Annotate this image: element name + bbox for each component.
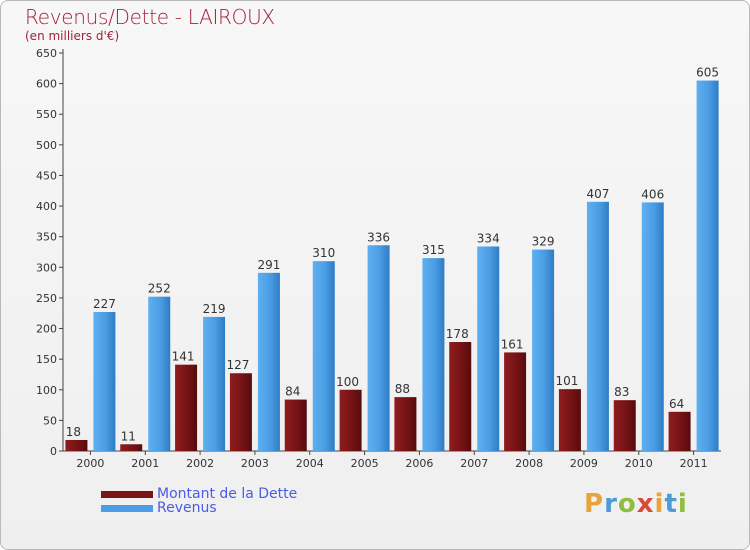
data-label-revenus: 605 [696, 66, 719, 80]
logo-letter: r [604, 489, 618, 519]
data-label-revenus: 315 [422, 243, 445, 257]
x-tick-label: 2009 [570, 457, 598, 470]
chart-subtitle: (en milliers d'€) [25, 29, 120, 43]
x-tick-label: 2007 [460, 457, 488, 470]
x-tick-label: 2005 [351, 457, 379, 470]
data-label-revenus: 291 [257, 258, 280, 272]
data-label-dette: 64 [669, 397, 684, 411]
y-tick-label: 350 [36, 231, 57, 244]
legend-label-dette: Montant de la Dette [157, 486, 298, 502]
data-label-dette: 100 [336, 375, 359, 389]
legend-item-dette: Montant de la Dette [101, 487, 297, 501]
bar-dette [668, 411, 691, 451]
bar-revenus [93, 312, 116, 451]
data-label-revenus: 334 [477, 231, 500, 245]
legend-swatch-revenus [101, 504, 153, 512]
bar-revenus [367, 245, 390, 451]
bar-revenus [422, 258, 445, 451]
logo-letter: x [636, 489, 655, 519]
x-tick-label: 2006 [405, 457, 433, 470]
legend-label-revenus: Revenus [157, 500, 217, 516]
data-label-revenus: 227 [93, 297, 116, 311]
bar-dette [558, 389, 581, 451]
bar-dette [504, 352, 527, 451]
bar-revenus [312, 261, 335, 451]
bar-revenus [148, 296, 171, 451]
x-tick-label: 2004 [296, 457, 324, 470]
y-tick-label: 0 [50, 445, 57, 458]
bar-dette [284, 399, 307, 451]
logo-letter: o [617, 489, 637, 519]
y-tick-label: 300 [36, 261, 57, 274]
bar-revenus [257, 272, 280, 451]
bar-dette [339, 389, 362, 451]
bar-revenus [696, 80, 719, 452]
y-tick-label: 650 [36, 47, 57, 60]
x-tick-label: 2002 [186, 457, 214, 470]
data-label-dette: 11 [121, 429, 136, 443]
x-tick-label: 2008 [515, 457, 543, 470]
y-tick-label: 100 [36, 384, 57, 397]
bar-revenus [641, 202, 664, 451]
bar-dette [175, 364, 198, 451]
data-label-revenus: 336 [367, 230, 390, 244]
y-tick-label: 400 [36, 200, 57, 213]
data-label-revenus: 406 [641, 187, 664, 201]
data-label-revenus: 219 [203, 302, 226, 316]
bar-dette [394, 397, 417, 451]
logo-letter: i [677, 489, 688, 519]
data-label-dette: 127 [226, 358, 249, 372]
legend: Montant de la Dette Revenus [101, 487, 297, 515]
y-tick-label: 600 [36, 78, 57, 91]
data-label-dette: 101 [555, 374, 578, 388]
y-tick-label: 250 [36, 292, 57, 305]
x-tick-label: 2001 [131, 457, 159, 470]
bar-revenus [477, 246, 500, 451]
proxiti-logo: Proxiti [584, 489, 688, 519]
legend-swatch-dette [101, 490, 153, 498]
data-label-revenus: 329 [532, 235, 555, 249]
y-tick-label: 550 [36, 108, 57, 121]
logo-letter: i [654, 489, 665, 519]
data-label-dette: 83 [614, 385, 629, 399]
bar-revenus [532, 249, 555, 451]
x-tick-label: 2000 [76, 457, 104, 470]
bar-dette [613, 400, 636, 451]
data-label-dette: 161 [501, 337, 524, 351]
y-tick-label: 150 [36, 353, 57, 366]
bar-revenus [586, 201, 609, 451]
bar-revenus [203, 316, 226, 451]
data-label-revenus: 252 [148, 282, 171, 296]
data-label-dette: 178 [446, 327, 469, 341]
data-label-revenus: 407 [586, 187, 609, 201]
x-tick-label: 2010 [625, 457, 653, 470]
logo-letter: t [664, 489, 678, 519]
legend-item-revenus: Revenus [101, 501, 297, 515]
x-tick-label: 2003 [241, 457, 269, 470]
x-tick-label: 2011 [680, 457, 708, 470]
data-label-dette: 88 [395, 382, 410, 396]
data-label-dette: 84 [285, 385, 300, 399]
bar-dette [65, 439, 88, 451]
bar-dette [120, 444, 143, 451]
data-label-revenus: 310 [312, 246, 335, 260]
y-tick-label: 50 [43, 414, 57, 427]
logo-letter: P [584, 489, 605, 519]
y-tick-label: 200 [36, 323, 57, 336]
bar-dette [449, 342, 472, 451]
chart-title: Revenus/Dette - LAIROUX [25, 5, 275, 29]
bar-dette [229, 373, 252, 451]
y-tick-label: 450 [36, 169, 57, 182]
data-label-dette: 141 [172, 350, 195, 364]
y-tick-label: 500 [36, 139, 57, 152]
data-label-dette: 18 [66, 425, 81, 439]
